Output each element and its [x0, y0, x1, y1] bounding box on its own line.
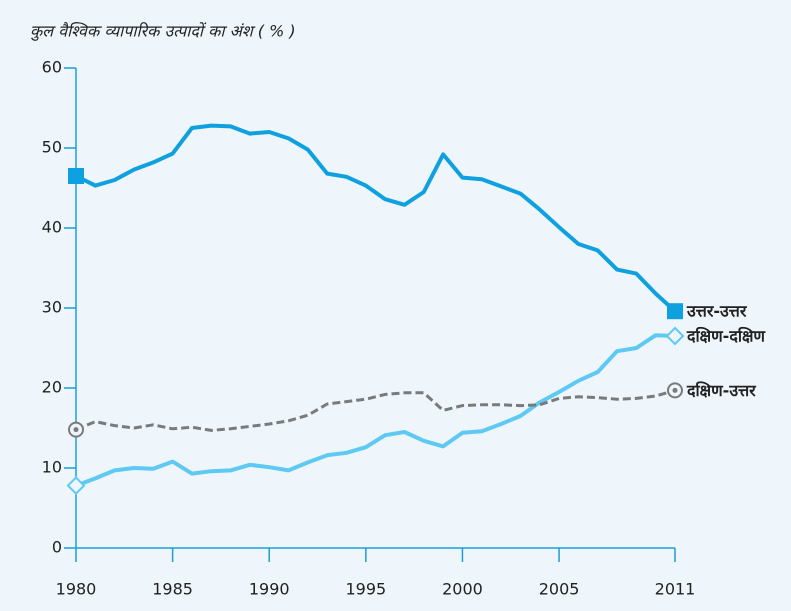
- marker: [66, 476, 86, 496]
- line: [75, 388, 676, 432]
- y-tick-label: 0: [52, 538, 62, 557]
- y-tick-label: 40: [42, 218, 62, 237]
- marker-dot: [672, 387, 678, 393]
- marker: [665, 326, 685, 346]
- marker: [68, 168, 84, 184]
- marker-dot: [73, 427, 79, 433]
- y-tick-label: 10: [42, 458, 62, 477]
- y-tick-label: 30: [42, 298, 62, 317]
- x-tick-label: 1990: [249, 580, 290, 599]
- line: [75, 123, 677, 313]
- y-tick-label: 20: [42, 378, 62, 397]
- x-tick-label: 1995: [345, 580, 386, 599]
- x-tick-label: 1980: [56, 580, 97, 599]
- series-label: दक्षिण-उत्तर: [686, 381, 757, 400]
- x-tick-label: 2000: [442, 580, 483, 599]
- x-tick-label: 1985: [152, 580, 193, 599]
- chart-title: कुल वैश्विक व्यापारिक उत्पादों का अंश ( …: [30, 22, 296, 42]
- series-label: उत्तर-उत्तर: [686, 302, 748, 321]
- series-label: दक्षिण-दक्षिण: [686, 327, 766, 346]
- y-tick-label: 50: [42, 138, 62, 157]
- marker: [667, 303, 683, 320]
- line: [75, 333, 676, 488]
- x-tick-label: 2011: [655, 580, 696, 599]
- x-tick-label: 2005: [539, 580, 580, 599]
- y-tick-label: 60: [42, 58, 62, 77]
